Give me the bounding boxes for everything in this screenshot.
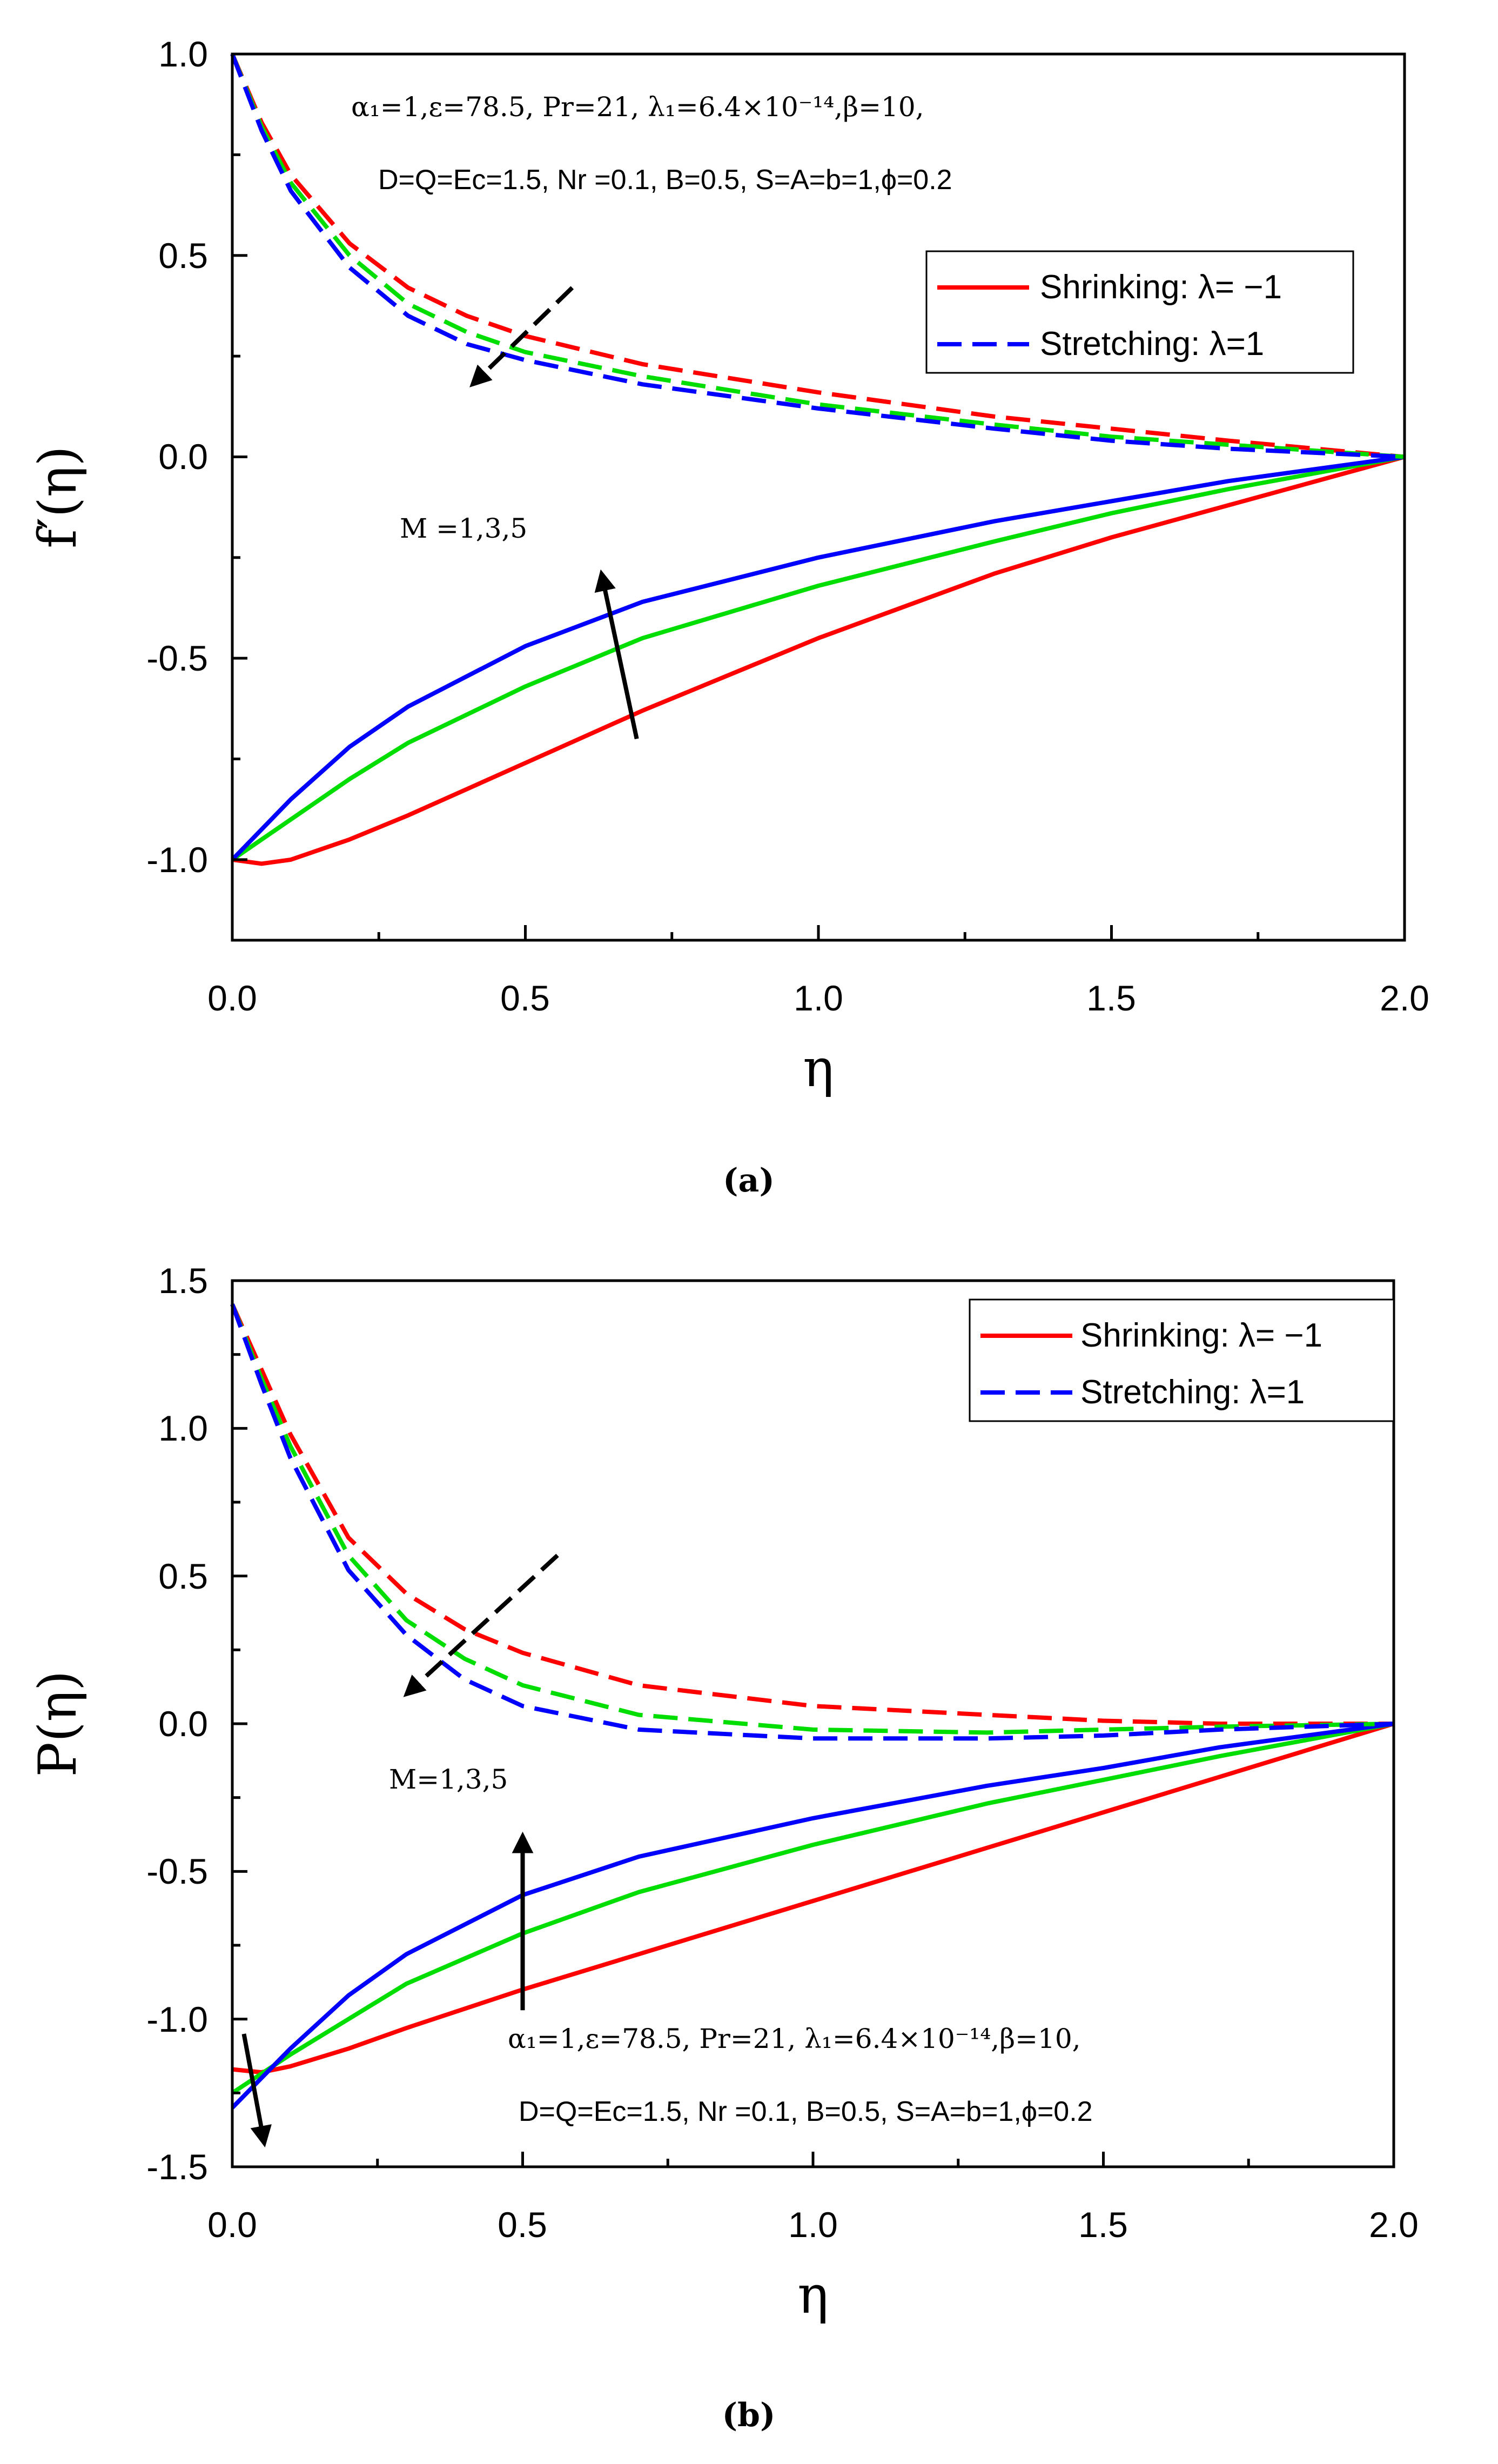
panel-b-x-tick-1: 0.5 (498, 2205, 547, 2245)
panel-a-arrows (469, 286, 639, 740)
panel-b-trend-arrow-2 (241, 2033, 272, 2148)
panel-a-ticks (231, 52, 1406, 940)
panel-a-y-tick-4: 1.0 (158, 34, 208, 74)
panel-a-x-tick-1: 0.5 (500, 978, 550, 1018)
panel-b-caption: (b) (722, 2396, 776, 2434)
panel-b-y-tick-4: 0.5 (158, 1556, 208, 1596)
panel-b-y-tick-5: 1.0 (158, 1408, 208, 1448)
panel-a-legend-box (925, 250, 1354, 374)
panel-b-legend-stretching-label: Stretching: λ=1 (1080, 1374, 1305, 1411)
panel-b-y-tick-0: -1.5 (146, 2147, 208, 2187)
panel-b-x-tick-4: 2.0 (1369, 2205, 1419, 2245)
panel-a-x-tick-3: 1.5 (1086, 978, 1136, 1018)
panel-a-y-tick-2: 0.0 (158, 437, 208, 477)
panel-b-arrows (241, 1554, 559, 2148)
panel-a-x-tick-2: 1.0 (794, 978, 843, 1018)
panel-a-x-label: η (803, 1038, 834, 1099)
panel-a-y-tick-3: 0.5 (158, 236, 208, 276)
panel-b-series-shrinking-m3 (231, 1722, 1394, 2095)
panel-a-caption: (a) (723, 1162, 775, 1200)
panel-b-series-shrinking-m5 (231, 1722, 1394, 2110)
panel-b-series-stretching-m5 (230, 1303, 1394, 1741)
panel-b: 0.0 0.5 1.0 1.5 2.0 -1.5 -1.0 -0.5 0.0 0… (28, 1261, 1419, 2434)
panel-b-y-tick-6: 1.5 (158, 1261, 208, 1301)
panel-b-params-line-1: α₁=1,ε=78.5, Pr=21, λ₁=6.4×10⁻¹⁴,β=10, (508, 2023, 1081, 2054)
panel-b-y-label: P(η) (28, 1670, 88, 1777)
panel-b-y-tick-3: 0.0 (158, 1704, 208, 1744)
panel-b-y-tick-1: -1.0 (146, 1999, 208, 2039)
panel-a-params-line-2: D=Q=Ec=1.5, Nr =0.1, B=0.5, S=A=b=1,ϕ=0.… (378, 164, 952, 196)
panel-b-x-label: η (797, 2265, 829, 2325)
panel-b-legend-shrinking-label: Shrinking: λ= −1 (1080, 1317, 1322, 1354)
panel-b-x-tick-3: 1.5 (1078, 2205, 1128, 2245)
panel-b-x-tick-2: 1.0 (788, 2205, 838, 2245)
panel-a-params-line-1: α₁=1,ε=78.5, Pr=21, λ₁=6.4×10⁻¹⁴,β=10, (351, 91, 924, 123)
panel-a-legend: Shrinking: λ= −1 Stretching: λ=1 (925, 250, 1354, 374)
panel-b-y-tick-2: -0.5 (146, 1851, 208, 1891)
panel-a: 0.0 0.5 1.0 1.5 2.0 -1.0 -0.5 0.0 0.5 1.… (28, 34, 1429, 1200)
panel-a-series-shrinking-m3 (231, 454, 1405, 862)
panel-b-series-shrinking-m1 (232, 1722, 1395, 2075)
panel-b-legend: Shrinking: λ= −1 Stretching: λ=1 (969, 1298, 1395, 1422)
panel-a-y-tick-0: -1.0 (146, 840, 208, 880)
panel-b-trend-arrow-0 (403, 1554, 559, 1697)
panel-b-curves (230, 1303, 1395, 2110)
panel-b-series-stretching-m1 (230, 1303, 1394, 1726)
panel-b-legend-box (969, 1298, 1395, 1422)
panel-b-series-stretching-m3 (230, 1303, 1394, 1735)
panel-b-ticks (231, 1279, 1395, 2168)
panel-a-trend-arrow-1 (594, 569, 639, 740)
panel-a-legend-stretching-label: Stretching: λ=1 (1040, 325, 1264, 363)
panel-b-m-label: M=1,3,5 (389, 1764, 508, 1795)
panel-a-series-shrinking-m1 (232, 454, 1406, 866)
panel-a-x-tick-4: 2.0 (1380, 978, 1429, 1018)
panel-a-y-tick-1: -0.5 (146, 638, 208, 678)
panel-a-trend-arrow-0 (469, 286, 574, 387)
panel-a-series-shrinking-m5 (231, 454, 1405, 861)
panel-a-x-tick-0: 0.0 (207, 978, 257, 1018)
panel-a-series-stretching-m5 (230, 53, 1405, 459)
panel-a-m-label: M =1,3,5 (400, 513, 527, 544)
panel-a-legend-shrinking-label: Shrinking: λ= −1 (1040, 269, 1282, 306)
panel-a-y-label: f′(η) (28, 446, 88, 548)
panel-b-x-tick-0: 0.0 (207, 2205, 257, 2245)
panel-a-series-stretching-m3 (230, 53, 1405, 459)
panel-b-params-line-2: D=Q=Ec=1.5, Nr =0.1, B=0.5, S=A=b=1,ϕ=0.… (519, 2096, 1093, 2127)
